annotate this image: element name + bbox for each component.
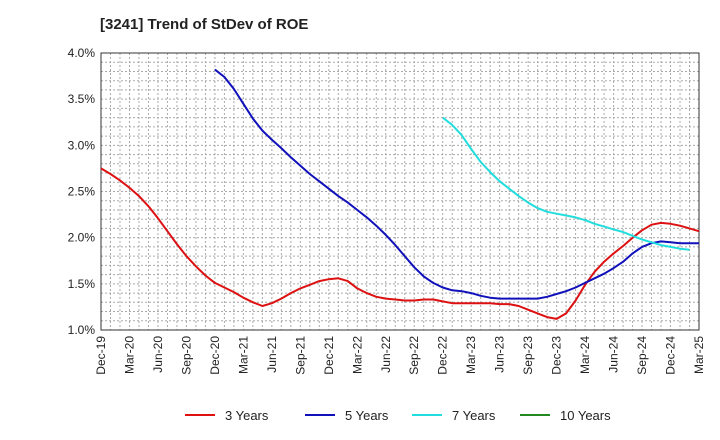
axis-layer: [100, 52, 700, 331]
y-tick-label: 2.5%: [68, 185, 96, 199]
x-tick-label: Jun-24: [607, 336, 621, 373]
x-tick-label: Jun-21: [265, 336, 279, 373]
x-tick-label: Mar-25: [692, 336, 706, 374]
y-tick-label: 1.0%: [68, 323, 96, 337]
x-tick-label: Sep-20: [179, 336, 193, 375]
legend-swatch: [520, 414, 550, 416]
legend-label: 10 Years: [560, 407, 611, 423]
legend-label: 7 Years: [452, 407, 496, 423]
legend-item: 7 Years: [412, 405, 495, 425]
legend: 3 Years 5 Years 7 Years 10 Years: [0, 405, 720, 425]
series-line-3-years: [100, 167, 700, 320]
x-tick-label: Sep-24: [635, 336, 649, 375]
x-tick-label: Dec-20: [208, 336, 222, 375]
y-tick-label: 3.0%: [68, 138, 96, 152]
y-tick-label: 3.5%: [68, 92, 96, 106]
x-tick-label: Dec-23: [550, 336, 564, 375]
legend-swatch: [185, 414, 215, 416]
y-tick-label: 2.0%: [68, 231, 96, 245]
x-tick-label: Jun-20: [151, 336, 165, 373]
x-tick-label: Mar-21: [236, 336, 250, 374]
x-tick-label: Mar-22: [350, 336, 364, 374]
legend-item: 5 Years: [305, 405, 388, 425]
x-tick-label: Dec-19: [94, 336, 108, 375]
series-line-5-years: [214, 68, 699, 300]
x-tick-label: Jun-23: [493, 336, 507, 373]
x-tick-label: Dec-24: [664, 336, 678, 375]
plot-frame: [100, 52, 700, 331]
x-tick-label: Mar-20: [122, 336, 136, 374]
legend-item: 10 Years: [520, 405, 611, 425]
series-layer: [100, 68, 700, 320]
y-tick-label: 4.0%: [68, 46, 96, 60]
legend-item: 3 Years: [185, 405, 268, 425]
x-tick-label: Mar-24: [578, 336, 592, 374]
x-tick-label: Dec-22: [436, 336, 450, 375]
legend-label: 5 Years: [345, 407, 389, 423]
label-layer: 1.0% 1.5% 2.0% 2.5% 3.0% 3.5% 4.0% Dec-19 Mar-20…: [68, 46, 706, 375]
legend-swatch: [412, 414, 442, 416]
legend-label: 3 Years: [225, 407, 269, 423]
x-tick-label: Jun-22: [379, 336, 393, 373]
x-tick-label: Dec-21: [322, 336, 336, 375]
x-tick-label: Sep-21: [293, 336, 307, 375]
y-tick-label: 1.5%: [68, 277, 96, 291]
grid-layer: [100, 52, 700, 331]
x-tick-label: Mar-23: [464, 336, 478, 374]
series-line-7-years: [442, 116, 690, 251]
x-tick-label: Sep-23: [521, 336, 535, 375]
chart-title: [3241] Trend of StDev of ROE: [100, 16, 309, 33]
legend-swatch: [305, 414, 335, 416]
x-tick-label: Sep-22: [407, 336, 421, 375]
